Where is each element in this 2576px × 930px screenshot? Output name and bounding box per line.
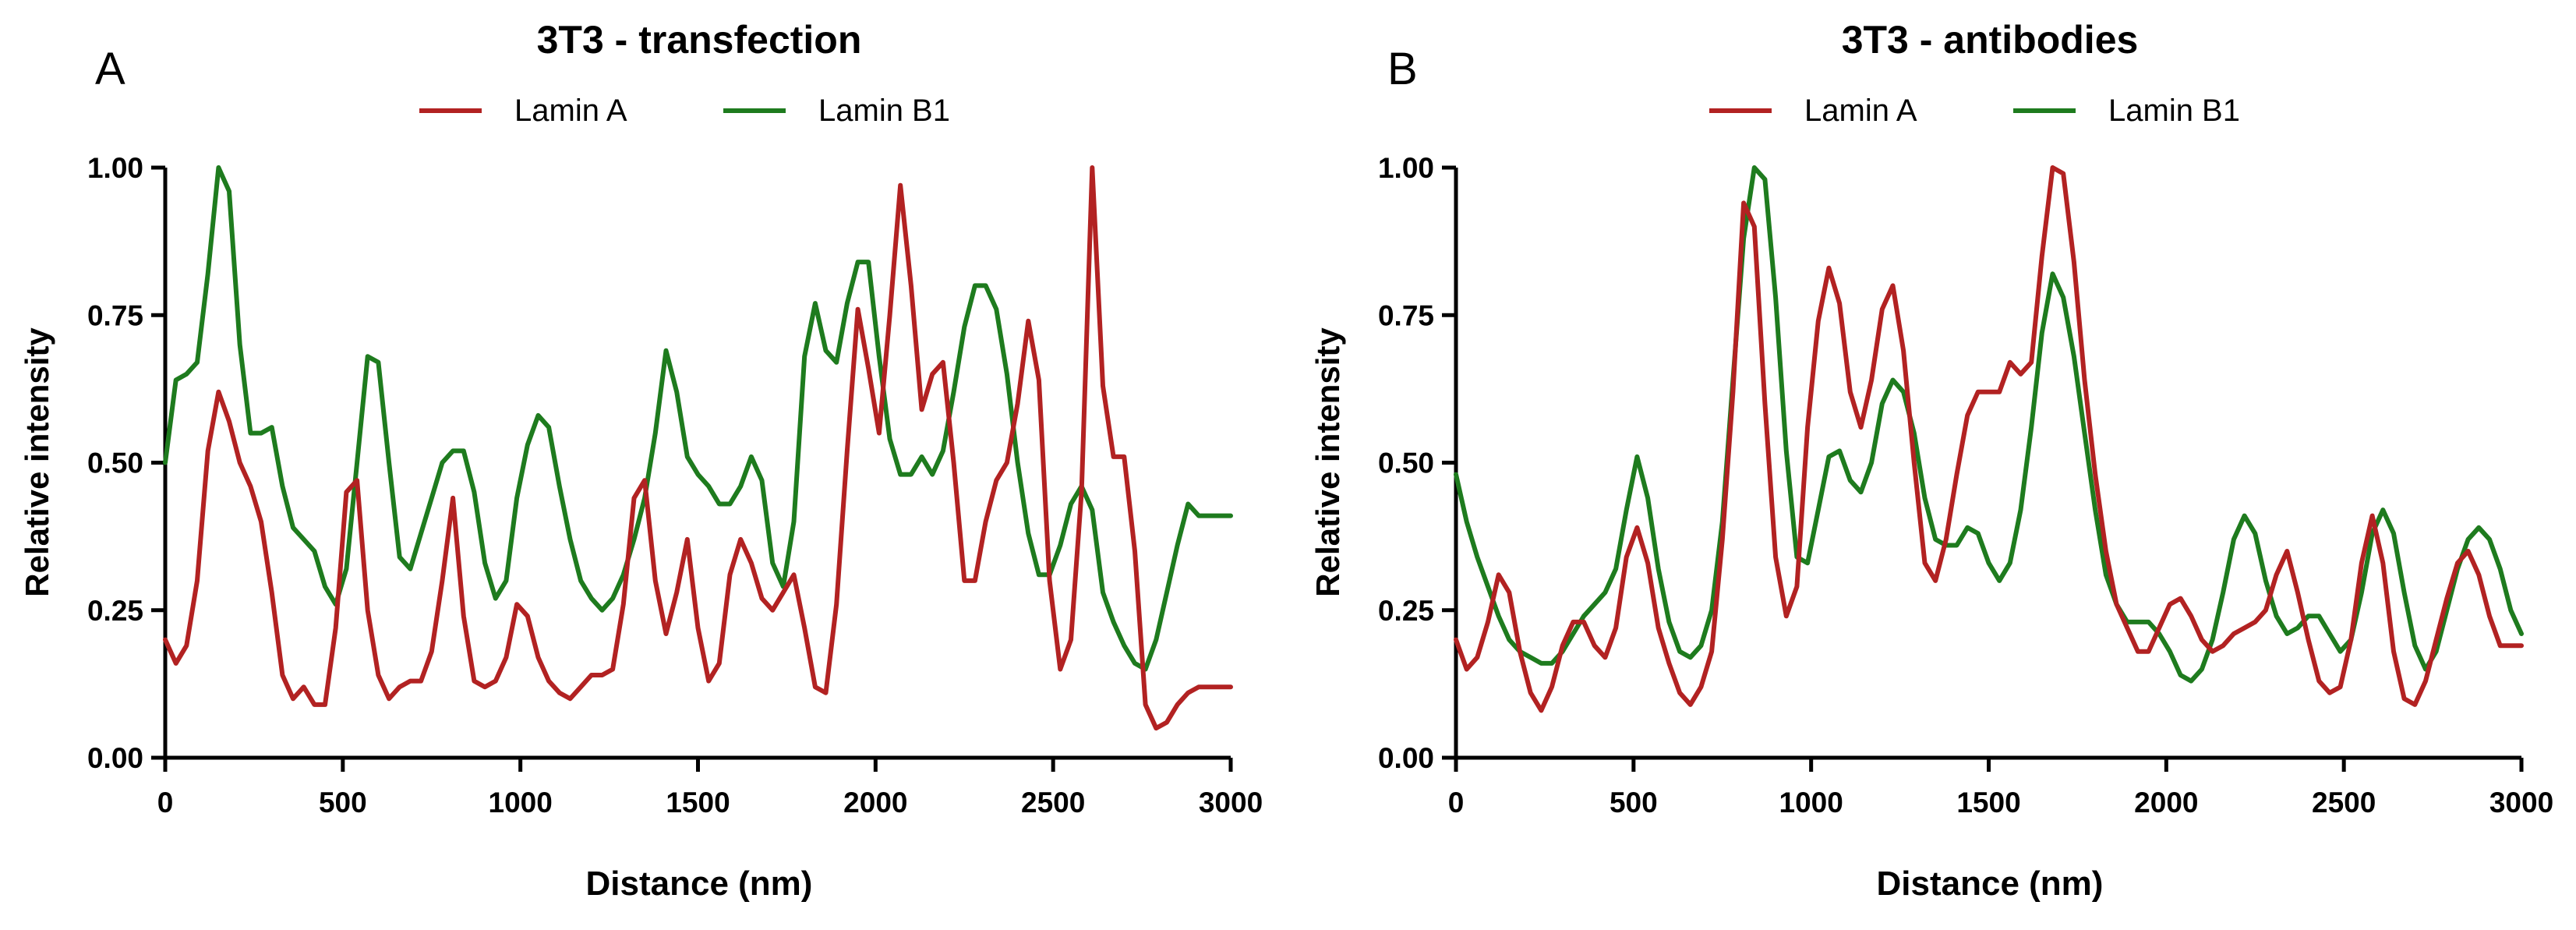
plot-area: 0.00 0.25 0.50 0.75 1.00 0 500 1000 1500 2000 2500…	[87, 152, 1263, 819]
x-tick-label: 500	[319, 787, 367, 819]
y-tick-label: 0.00	[1378, 742, 1434, 774]
panel-letter: B	[1387, 44, 1418, 94]
x-tick-label: 1500	[666, 787, 730, 819]
y-axis-label: Relative intensity	[1309, 327, 1346, 597]
panel-b: B 3T3 - antibodies Lamin A Lamin B1 0.00…	[1309, 18, 2553, 903]
y-tick-label: 0.50	[87, 447, 143, 479]
y-tick-label: 0.50	[1378, 447, 1434, 479]
series-line-lamin-a	[163, 165, 1233, 731]
x-tick-label: 0	[1448, 787, 1465, 819]
x-tick-label: 2000	[843, 787, 907, 819]
chart-title: 3T3 - antibodies	[1842, 18, 2139, 62]
chart-title: 3T3 - transfection	[537, 18, 862, 62]
legend: Lamin A Lamin B1	[1709, 94, 2240, 128]
series-line-lamin-b1	[1454, 165, 2524, 684]
x-tick-label: 500	[1610, 787, 1658, 819]
y-axis-label: Relative intensity	[19, 327, 55, 597]
series-line-lamin-b1	[163, 165, 1233, 672]
plot-area: 0.00 0.25 0.50 0.75 1.00 0 500 1000 1500 2000 2500…	[1378, 152, 2553, 819]
panel-letter: A	[95, 44, 125, 94]
legend-label-lamin-b1: Lamin B1	[2108, 94, 2240, 128]
legend-label-lamin-a: Lamin A	[1804, 94, 1917, 128]
x-tick-label: 3000	[2489, 787, 2553, 819]
x-axis-label: Distance (nm)	[586, 865, 813, 903]
x-tick-label: 1000	[489, 787, 553, 819]
series-line-lamin-a	[1454, 165, 2524, 713]
y-tick-label: 0.25	[87, 595, 143, 627]
x-tick-label: 2500	[1021, 787, 1085, 819]
y-tick-label: 0.00	[87, 742, 143, 774]
x-tick-label: 2500	[2312, 787, 2376, 819]
x-tick-label: 1000	[1779, 787, 1843, 819]
x-tick-label: 0	[157, 787, 174, 819]
legend-label-lamin-b1: Lamin B1	[818, 94, 950, 128]
x-tick-label: 3000	[1199, 787, 1263, 819]
y-tick-label: 0.25	[1378, 595, 1434, 627]
panel-a: A 3T3 - transfection Lamin A Lamin B1 0.…	[19, 18, 1263, 903]
y-tick-label: 0.75	[87, 299, 143, 331]
x-axis-label: Distance (nm)	[1877, 865, 2104, 903]
x-tick-label: 1500	[1956, 787, 2020, 819]
y-tick-label: 1.00	[87, 152, 143, 184]
y-tick-label: 0.75	[1378, 299, 1434, 331]
legend-label-lamin-a: Lamin A	[514, 94, 627, 128]
y-tick-label: 1.00	[1378, 152, 1434, 184]
legend: Lamin A Lamin B1	[419, 94, 950, 128]
x-tick-label: 2000	[2134, 787, 2198, 819]
